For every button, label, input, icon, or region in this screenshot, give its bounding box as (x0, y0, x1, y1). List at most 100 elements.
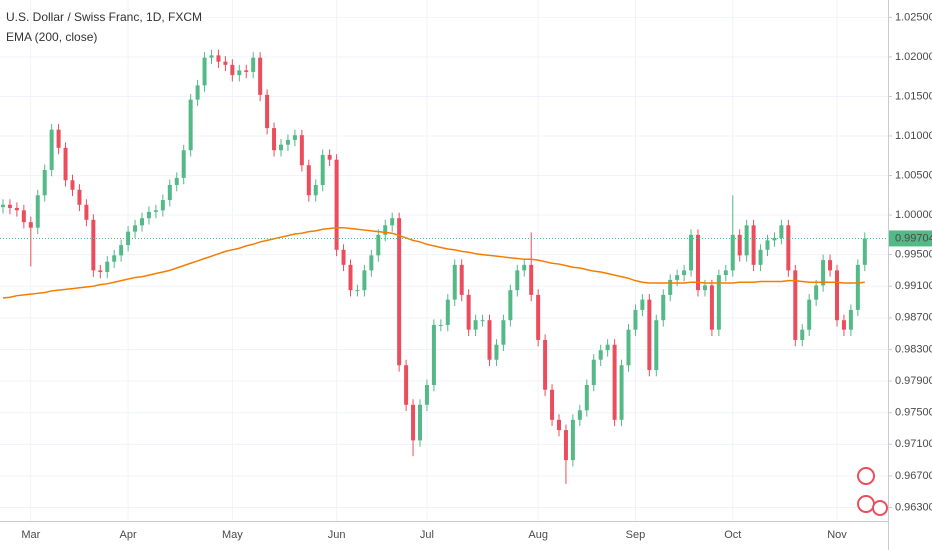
candle-body (202, 57, 207, 86)
candle-body (828, 260, 833, 271)
candle-body (251, 57, 256, 72)
candle-body (786, 225, 791, 271)
candle-body (1, 204, 5, 208)
candle-body (807, 299, 812, 330)
x-tick-label: Mar (21, 529, 40, 541)
y-tick-label: 1.01500 (895, 90, 932, 102)
y-tick-label: 0.99100 (895, 280, 932, 292)
y-tick-label: 1.01000 (895, 130, 932, 142)
candle-body (306, 165, 311, 196)
candle-body (404, 365, 409, 405)
candle-body (390, 218, 395, 226)
candle-body (577, 410, 582, 420)
candle-body (105, 261, 110, 272)
candle-body (445, 299, 450, 325)
indicator-label: EMA (200, close) (6, 30, 97, 44)
candle-body (848, 309, 853, 330)
candle-body (814, 285, 819, 300)
candle-body (508, 290, 513, 321)
candle-body (709, 285, 714, 330)
x-tick-label: Nov (827, 529, 847, 541)
chart-widgets[interactable] (857, 467, 888, 516)
candle-body (529, 264, 534, 295)
candle-body (334, 159, 339, 250)
y-tick-label: 0.96300 (895, 501, 932, 513)
candle-body (63, 147, 68, 181)
candle-body (758, 249, 763, 265)
candle-body (174, 177, 179, 185)
candle-body (376, 234, 381, 256)
candle-body (237, 70, 242, 76)
candle-body (56, 129, 61, 148)
candle-body (772, 237, 777, 241)
x-tick-label: Sep (626, 529, 646, 541)
widget-icon[interactable] (872, 500, 888, 516)
candle-body (153, 210, 158, 212)
candle-body (42, 169, 47, 196)
x-tick-label: Jun (328, 529, 346, 541)
y-tick-label: 0.98300 (895, 343, 932, 355)
candle-body (744, 225, 749, 256)
candle-body (682, 270, 687, 276)
candle-body (216, 55, 221, 62)
candle-body (730, 234, 735, 271)
last-price-tag (889, 230, 932, 247)
candle-body (320, 154, 325, 185)
candle-body (146, 211, 151, 219)
candle-body (716, 275, 721, 330)
candle-body (397, 218, 402, 366)
candle-body (292, 135, 297, 140)
candle-body (800, 329, 805, 340)
x-tick-label: Aug (528, 529, 548, 541)
candle-body (626, 329, 631, 366)
candle-body (696, 234, 700, 291)
candle-body (841, 320, 846, 330)
candle-body (612, 344, 617, 420)
candle-body (522, 264, 527, 271)
candle-body (126, 231, 131, 246)
candle-body (619, 365, 624, 420)
candle-body (702, 285, 707, 291)
candle-body (675, 275, 680, 280)
candle-body (424, 385, 429, 405)
x-tick-label: Apr (120, 529, 137, 541)
widget-icon[interactable] (857, 467, 875, 485)
candle-body (7, 204, 12, 208)
y-tick-label: 1.00000 (895, 209, 932, 221)
candle-body (411, 404, 416, 441)
candle-body (21, 210, 26, 223)
candle-body (855, 264, 860, 310)
candle-body (668, 279, 673, 295)
candle-body (605, 344, 610, 351)
candle-body (654, 320, 659, 370)
candle-body (557, 419, 561, 431)
candle-body (181, 150, 186, 178)
candle-body (418, 404, 422, 441)
candle-body (494, 344, 499, 360)
y-tick-label: 0.97100 (895, 438, 932, 450)
candle-body (543, 339, 548, 390)
candle-body (584, 385, 589, 411)
y-tick-label: 0.97900 (895, 375, 932, 387)
candle-body (473, 320, 478, 330)
candle-body (285, 139, 290, 145)
candle-body (279, 144, 283, 151)
widget-icon[interactable] (857, 495, 875, 513)
candle-body (452, 264, 457, 300)
y-tick-label: 1.02500 (895, 11, 932, 23)
candle-body (188, 99, 193, 151)
candle-body (223, 61, 228, 65)
candle-body (362, 270, 367, 291)
candle-body (723, 270, 728, 276)
candle-body (112, 255, 117, 262)
candle-body (383, 225, 388, 235)
candle-body (689, 234, 694, 271)
candle-body (480, 320, 485, 322)
candle-body (14, 207, 19, 211)
candle-body (327, 154, 332, 160)
candle-body (438, 324, 443, 326)
candle-body (84, 204, 89, 220)
y-tick-label: 1.02000 (895, 51, 932, 63)
candle-body (431, 324, 436, 386)
